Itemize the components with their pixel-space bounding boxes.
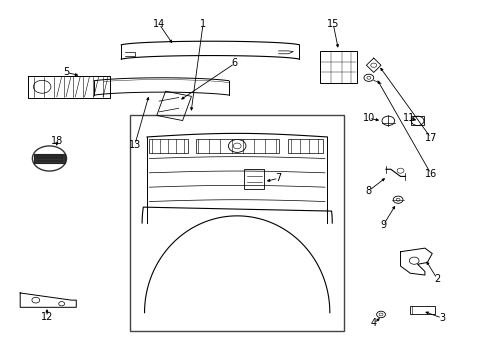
Bar <box>320 51 356 83</box>
Bar <box>130 116 344 330</box>
Text: 3: 3 <box>438 313 444 323</box>
Bar <box>195 139 278 153</box>
Bar <box>149 139 188 153</box>
Bar <box>409 306 434 315</box>
Text: 11: 11 <box>403 113 415 123</box>
Text: 9: 9 <box>380 220 386 230</box>
Text: 5: 5 <box>63 67 69 77</box>
Text: 8: 8 <box>365 186 371 196</box>
Text: 16: 16 <box>424 168 436 179</box>
Text: 6: 6 <box>231 58 237 68</box>
Bar <box>157 91 191 121</box>
Circle shape <box>228 139 245 152</box>
Bar <box>288 139 322 153</box>
Bar <box>34 154 65 163</box>
Text: 7: 7 <box>275 173 281 183</box>
Text: 2: 2 <box>433 274 439 284</box>
Text: 15: 15 <box>326 19 339 29</box>
Text: 10: 10 <box>362 113 374 123</box>
Circle shape <box>32 146 66 171</box>
Text: 4: 4 <box>370 319 376 328</box>
Bar <box>410 116 423 126</box>
Bar <box>244 169 264 189</box>
Text: 13: 13 <box>128 140 141 150</box>
Text: 12: 12 <box>41 312 53 322</box>
Text: 1: 1 <box>200 19 206 29</box>
Text: 17: 17 <box>424 133 436 143</box>
Text: 18: 18 <box>51 136 63 145</box>
Text: 14: 14 <box>153 19 165 29</box>
